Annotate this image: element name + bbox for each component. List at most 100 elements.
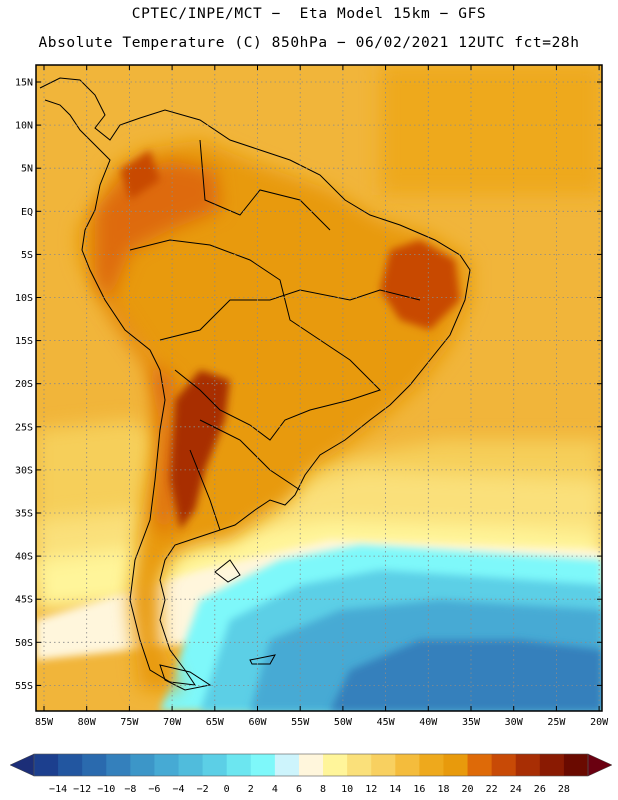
- colorbar-swatch: [347, 754, 372, 776]
- lon-label: 20W: [590, 717, 609, 728]
- field-andes-hot: [95, 160, 220, 540]
- colorbar-tick-label: 20: [462, 784, 474, 795]
- longitude-labels: 85W 80W 75W 70W 65W 60W 55W 50W 45W 40W 35W 30W 25W 2…: [35, 717, 609, 728]
- colorbar-labels: −14 −12 −10 −8 −6 −4 −2 0 2 4 6 8 10 12 14 16 18 20 22 24 26…: [49, 784, 570, 795]
- colorbar-low-arrow: [9, 753, 35, 777]
- lat-label: 35S: [15, 509, 33, 520]
- coastlines: [39, 77, 471, 691]
- colorbar-tick-label: 12: [365, 784, 377, 795]
- axis-ticks: [36, 65, 602, 711]
- colorbar-tick-label: 16: [413, 784, 425, 795]
- field-tropical-atlantic: [380, 65, 602, 195]
- colorbar-swatch: [539, 754, 565, 776]
- colorbar-tick-label: −8: [124, 784, 136, 795]
- colorbar-tick-label: −6: [148, 784, 160, 795]
- lat-label: 5N: [21, 164, 33, 175]
- field-chaco-hotspot: [170, 370, 230, 530]
- lat-label: 50S: [15, 638, 33, 649]
- colorbar-swatch: [202, 754, 228, 776]
- interior-borders-3: [159, 289, 421, 341]
- lat-label: EQ: [21, 207, 33, 218]
- colorbar-swatch: [419, 754, 444, 776]
- colorbar-tick-label: 4: [272, 784, 278, 795]
- colorbar-swatch: [515, 754, 541, 776]
- colorbar-swatch: [323, 754, 348, 776]
- lat-label: 40S: [15, 552, 33, 563]
- colorbar-swatch: [395, 754, 420, 776]
- map-title-line-1: CPTEC/INPE/MCT − Eta Model 15km − GFS: [131, 6, 487, 22]
- field-continent-warm: [78, 140, 470, 690]
- island-tierra-del-fuego: [159, 664, 212, 691]
- interior-borders-2: [199, 139, 331, 231]
- lat-label: 20S: [15, 379, 33, 390]
- lon-label: 45W: [377, 717, 396, 728]
- colorbar-tick-label: −4: [172, 784, 184, 795]
- lon-label: 50W: [334, 717, 353, 728]
- colorbar-tick-label: 6: [296, 784, 302, 795]
- lat-label: 55S: [15, 681, 33, 692]
- colorbar-tick-label: −2: [197, 784, 209, 795]
- colorbar-tick-label: 2: [248, 784, 254, 795]
- lon-label: 85W: [35, 717, 54, 728]
- colorbar-swatch: [34, 754, 59, 776]
- colorbar-tick-label: 8: [320, 784, 326, 795]
- colorbar-tick-label: −10: [97, 784, 115, 795]
- colorbar-high-arrow: [587, 753, 613, 777]
- colorbar-swatch: [563, 754, 589, 776]
- lat-label: 25S: [15, 422, 33, 433]
- lon-label: 40W: [419, 717, 438, 728]
- lon-label: 60W: [248, 717, 267, 728]
- colorbar-swatch: [154, 754, 180, 776]
- lon-label: 35W: [462, 717, 481, 728]
- lat-label: 5S: [21, 250, 33, 261]
- map-title-line-2: Absolute Temperature (C) 850hPa − 06/02/…: [38, 35, 580, 51]
- colorbar-swatch: [82, 754, 107, 776]
- colorbar-tick-label: −12: [73, 784, 91, 795]
- colorbar-tick-label: 14: [389, 784, 401, 795]
- map-frame: [35, 64, 603, 712]
- colorbar-swatch: [491, 754, 517, 776]
- latitude-labels: 15N 10N 5N EQ 5S 10S 15S 20S 25S 30S 35S 40S 45S 50S 5…: [15, 78, 33, 692]
- colorbar-swatch: [130, 754, 155, 776]
- south-america-coast: [39, 77, 471, 686]
- lon-label: 30W: [505, 717, 524, 728]
- colorbar-swatch: [371, 754, 396, 776]
- lat-label: 15N: [15, 78, 33, 89]
- colorbar-tick-label: 18: [437, 784, 449, 795]
- colorbar-tick-label: 26: [534, 784, 546, 795]
- field-northeast-hotspot: [380, 240, 460, 330]
- colorbar-tick-label: 10: [341, 784, 353, 795]
- lat-label: 30S: [15, 465, 33, 476]
- colorbar-tick-label: 22: [486, 784, 498, 795]
- lon-label: 25W: [547, 717, 566, 728]
- colorbar-swatch: [298, 754, 324, 776]
- lon-label: 70W: [163, 717, 182, 728]
- island-valdes: [214, 559, 241, 583]
- colorbar-swatch: [250, 754, 276, 776]
- colorbar-swatch: [226, 754, 252, 776]
- field-colombia-hotspot: [120, 150, 160, 200]
- island-falklands: [249, 654, 276, 665]
- lat-label: 45S: [15, 595, 33, 606]
- colorbar-swatch: [467, 754, 493, 776]
- field-coldest-blue: [330, 640, 602, 711]
- interior-borders-5: [189, 449, 221, 531]
- lat-label: 15S: [15, 336, 33, 347]
- colorbar-boxes: [9, 753, 613, 777]
- colorbar-swatch: [274, 754, 300, 776]
- colorbar-tick-label: 24: [510, 784, 522, 795]
- lon-label: 55W: [291, 717, 310, 728]
- lat-label: 10S: [15, 293, 33, 304]
- interior-borders-4: [199, 419, 301, 491]
- interior-borders-1: [129, 239, 381, 441]
- lat-label: 10N: [15, 121, 33, 132]
- colorbar-swatch: [443, 754, 469, 776]
- lon-label: 65W: [206, 717, 225, 728]
- colorbar-outline: [33, 753, 589, 777]
- colorbar-tick-label: 0: [224, 784, 230, 795]
- lon-label: 75W: [120, 717, 139, 728]
- colorbar-swatch: [58, 754, 83, 776]
- colorbar-tick-label: −14: [49, 784, 67, 795]
